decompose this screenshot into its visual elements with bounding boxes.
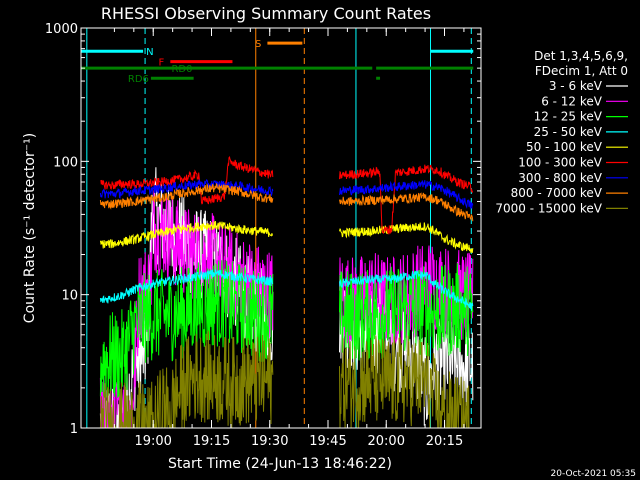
series-line-7000-15000-keV (99, 330, 473, 428)
y-axis-label: Count Rate (s⁻¹ detector⁻¹) (22, 133, 38, 323)
y-tick-label: 100 (53, 155, 78, 170)
y-tick-label: 1 (70, 422, 78, 437)
series-line-800-7000-keV (99, 182, 474, 222)
state-label-n: N (146, 47, 153, 58)
timestamp: 20-Oct-2021 05:35 (551, 469, 636, 479)
legend-header: FDecim 1, Att 0 (535, 64, 628, 78)
legend: Det 1,3,4,5,6,9,FDecim 1, Att 03 - 6 keV… (495, 49, 628, 215)
legend-label: 7000 - 15000 keV (495, 201, 602, 215)
legend-label: 6 - 12 keV (541, 94, 603, 108)
series-line-50-100-keV (99, 221, 474, 253)
y-tick-label: 1000 (45, 22, 78, 37)
plot-frame (80, 27, 482, 429)
series-line-300-800-keV (99, 178, 474, 209)
legend-label: 100 - 300 keV (518, 156, 602, 170)
legend-label: 50 - 100 keV (526, 140, 603, 154)
axes: NF S RD0 RD6 19:00 19:15 19:30 19:45 20:00 20:15 1… (45, 22, 481, 449)
x-tick-label: 19:00 (134, 434, 171, 449)
legend-label: 800 - 7000 keV (511, 186, 603, 200)
state-label-f: F (159, 58, 165, 69)
y-tick-label: 10 (61, 289, 78, 304)
plot-area (81, 28, 474, 428)
legend-label: 3 - 6 keV (549, 79, 603, 93)
x-axis-label: Start Time (24-Jun-13 18:46:22) (168, 456, 392, 472)
series-line-25-50-keV (99, 269, 474, 311)
state-label-s: S (255, 39, 261, 50)
legend-header: Det 1,3,4,5,6,9, (534, 49, 628, 63)
series-line-100-300-keV (100, 156, 474, 235)
chart-title: RHESSI Observing Summary Count Rates (101, 4, 431, 23)
state-label-rd6: RD6 (128, 74, 149, 85)
x-tick-label: 19:30 (251, 434, 288, 449)
x-tick-label: 20:00 (368, 434, 405, 449)
legend-label: 300 - 800 keV (518, 171, 602, 185)
state-label-rd0: RD0 (171, 64, 192, 75)
legend-label: 25 - 50 keV (534, 125, 603, 139)
legend-label: 12 - 25 keV (534, 110, 603, 124)
x-tick-label: 19:15 (193, 434, 230, 449)
x-tick-label: 20:15 (426, 434, 463, 449)
x-tick-label: 19:45 (309, 434, 346, 449)
